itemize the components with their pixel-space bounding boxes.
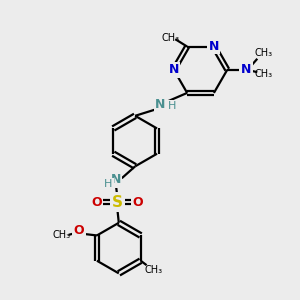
- Text: CH₃: CH₃: [255, 69, 273, 79]
- Text: O: O: [91, 196, 102, 208]
- Text: N: N: [169, 63, 179, 76]
- Text: O: O: [133, 196, 143, 208]
- Text: CH₃: CH₃: [145, 265, 163, 275]
- Text: CH₃: CH₃: [52, 230, 70, 241]
- Text: N: N: [155, 98, 165, 111]
- Text: O: O: [74, 224, 84, 238]
- Text: N: N: [209, 40, 219, 53]
- Text: H: H: [168, 101, 176, 111]
- Text: N: N: [241, 63, 251, 76]
- Text: N: N: [111, 173, 121, 186]
- Text: CH₃: CH₃: [255, 48, 273, 59]
- Text: H: H: [104, 179, 112, 189]
- Text: S: S: [112, 194, 123, 209]
- Text: CH₃: CH₃: [162, 33, 180, 43]
